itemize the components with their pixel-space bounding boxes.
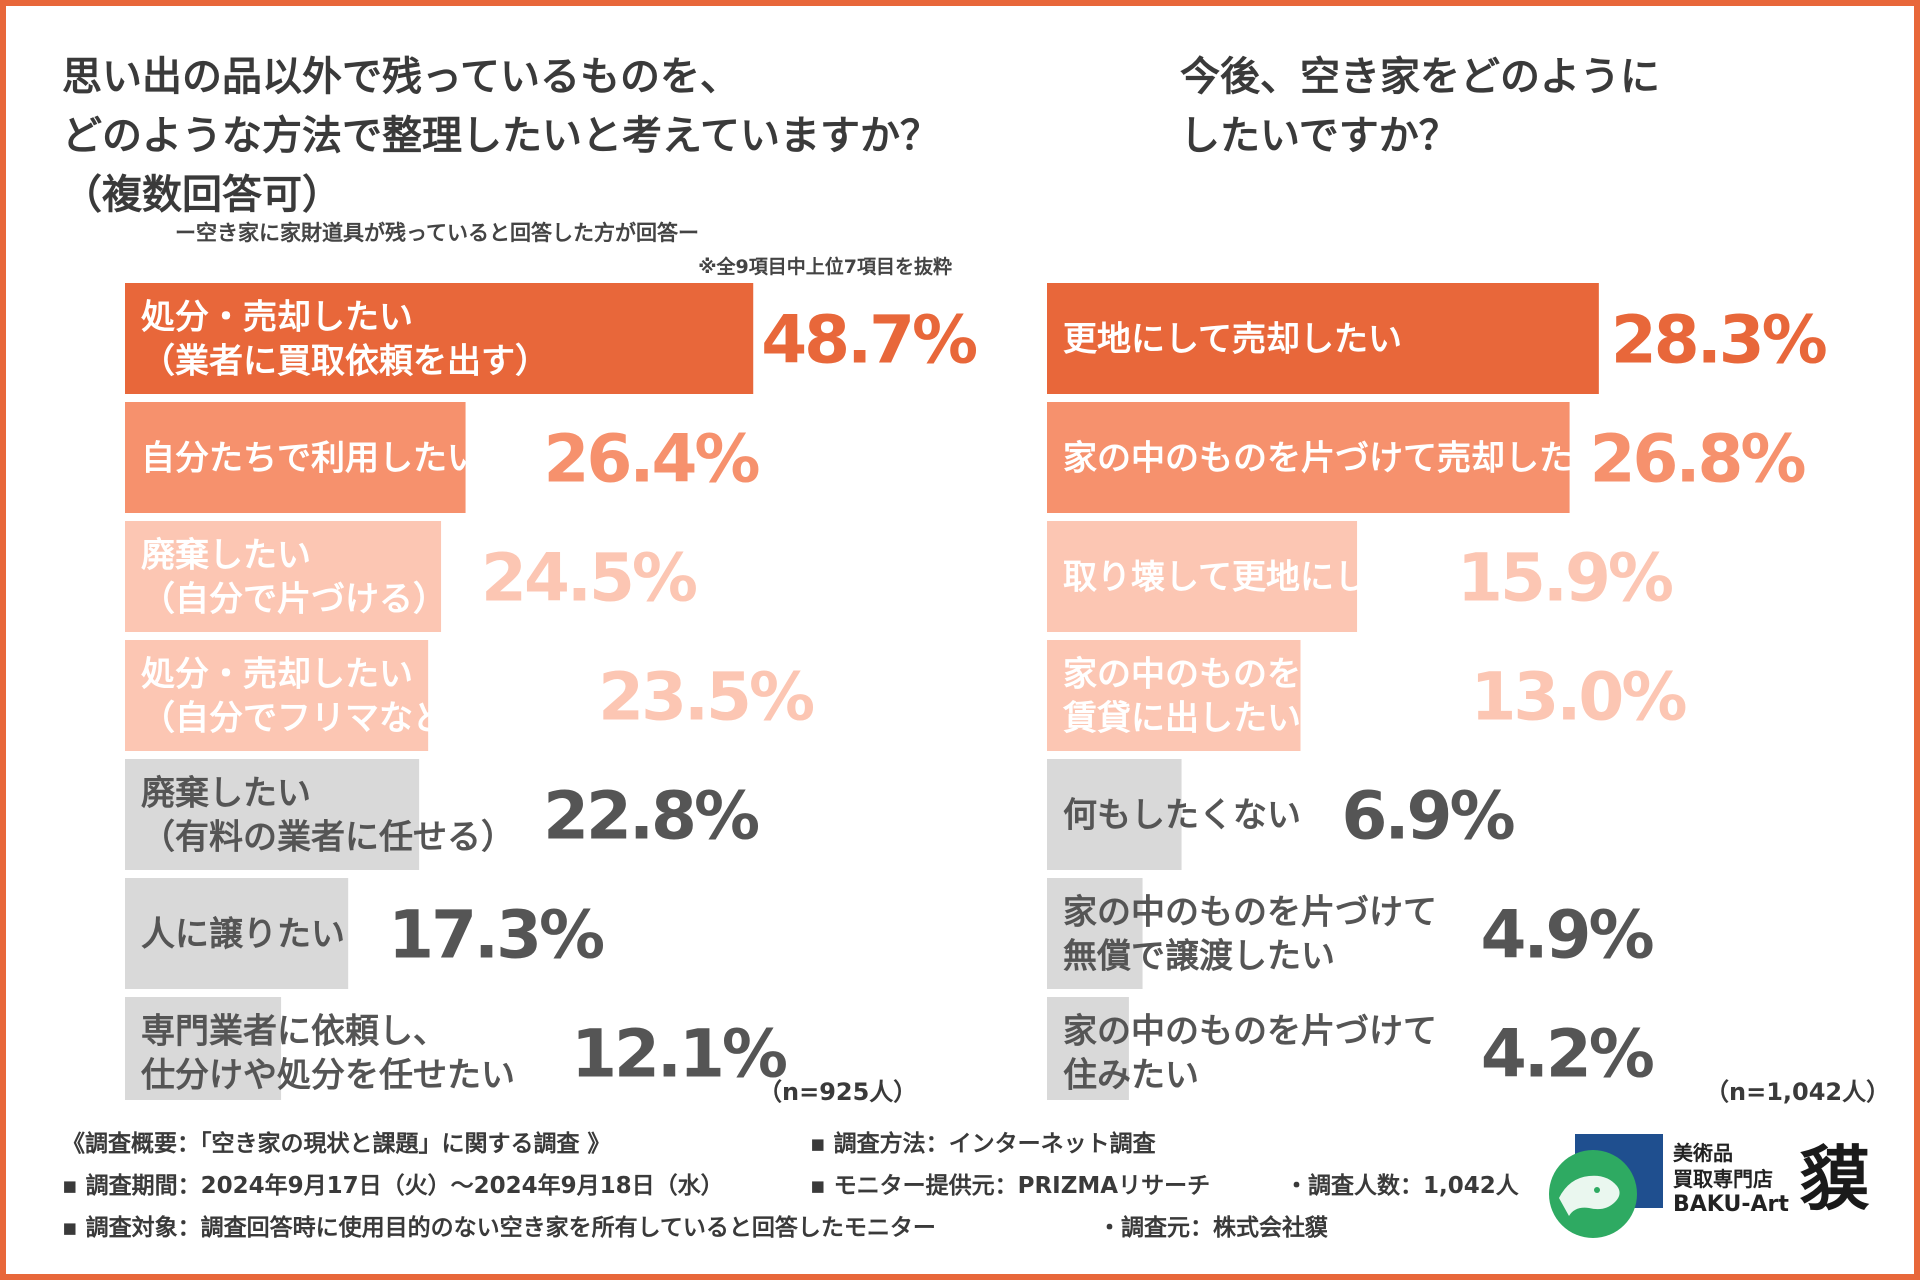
value-label-3: 23.5% — [598, 659, 814, 736]
category-label-6: 家の中のものを片づけて住みたい — [1063, 1012, 1437, 1096]
sample-size-left: （n=925人） — [758, 1078, 918, 1106]
bar-chart-left: 処分・売却したい（業者に買取依頼を出す） 48.7% 自分たちで利用したい 26.4%… — [125, 283, 980, 1100]
chart-title-left: 思い出の品以外で残っているものを、 どのような方法で整理したいと考えていますか？… — [62, 54, 940, 218]
category-label-0: 処分・売却したい（業者に買取依頼を出す） — [141, 298, 549, 382]
value-label-6: 4.2% — [1481, 1016, 1654, 1093]
category-label-1: 家の中のものを片づけて売却したい — [1063, 439, 1607, 479]
category-label-5: 人に譲りたい — [141, 915, 345, 955]
bar-4 — [1047, 759, 1182, 870]
survey-method: ▪ 調査方法：インターネット調査 — [810, 1131, 1156, 1157]
value-label-1: 26.4% — [544, 421, 760, 498]
bar-5 — [1047, 878, 1143, 989]
category-label-1: 自分たちで利用したい — [141, 439, 481, 479]
value-label-0: 28.3% — [1611, 302, 1827, 379]
value-label-4: 22.8% — [543, 778, 759, 855]
value-label-3: 13.0% — [1471, 659, 1687, 736]
bar-3 — [1047, 640, 1301, 751]
bar-4 — [125, 759, 420, 870]
survey-name: 《調査概要：「空き家の現状と課題」に関する調査 》 — [62, 1131, 611, 1157]
category-label-0: 更地にして売却したい — [1063, 320, 1402, 360]
baku-art-logo: 美術品 買取専門店 BAKU-Art 貘 — [1545, 1132, 1885, 1242]
chart-panel-right: 今後、空き家をどのように したいですか？ 更地にして売却したい 28.3% 家の中の… — [1000, 0, 1920, 1106]
logo-kanji: 貘 — [1800, 1138, 1870, 1220]
monitor-provider: ▪ モニター提供元：PRIZMAリサーチ — [810, 1173, 1211, 1199]
bar-2 — [1047, 521, 1358, 632]
survey-count: ・調査人数：1,042人 — [1285, 1173, 1519, 1199]
chart-note-left: ※全9項目中上位7項目を抜粋 — [698, 256, 952, 278]
category-label-2: 取り壊して更地にしたい — [1063, 558, 1436, 598]
bar-6 — [1047, 997, 1129, 1100]
survey-period: ▪ 調査期間：2024年9月17日（火）〜2024年9月18日（水） — [62, 1173, 724, 1199]
value-label-2: 24.5% — [481, 540, 697, 617]
category-label-6: 専門業者に依頼し、仕分けや処分を任せたい — [141, 1012, 515, 1096]
survey-organizer: ・調査元：株式会社貘 — [1098, 1215, 1328, 1241]
bar-5 — [125, 878, 349, 989]
logo-brand: BAKU-Art — [1673, 1192, 1789, 1217]
value-label-5: 4.9% — [1481, 897, 1654, 974]
bar-1 — [1047, 402, 1570, 513]
logo-subtext: 美術品 買取専門店 — [1673, 1141, 1773, 1191]
chart-title-right: 今後、空き家をどのように したいですか？ — [1180, 54, 1660, 159]
value-label-2: 15.9% — [1457, 540, 1673, 617]
category-label-5: 家の中のものを片づけて無償で譲渡したい — [1063, 893, 1437, 977]
value-label-5: 17.3% — [388, 897, 604, 974]
chart-subtitle-left: ー空き家に家財道具が残っていると回答した方が回答ー — [175, 221, 699, 245]
category-label-4: 何もしたくない — [1063, 796, 1301, 836]
value-label-6: 12.1% — [571, 1016, 787, 1093]
value-label-4: 6.9% — [1342, 778, 1515, 855]
bar-0 — [1047, 283, 1599, 394]
bar-2 — [125, 521, 442, 632]
bar-1 — [125, 402, 466, 513]
value-label-0: 48.7% — [761, 302, 977, 379]
value-label-1: 26.8% — [1590, 421, 1806, 498]
category-label-3: 家の中のものを片づけて賃貸に出したい — [1062, 655, 1437, 739]
chart-panel-left: 思い出の品以外で残っているものを、 どのような方法で整理したいと考えていますか？… — [0, 0, 1000, 1106]
category-label-3: 処分・売却したい（自分でフリマなどに出す） — [141, 655, 583, 739]
category-label-2: 廃棄したい（自分で片づける） — [141, 536, 447, 620]
bar-6 — [125, 997, 282, 1100]
sample-size-right: （n=1,042人） — [1705, 1078, 1891, 1106]
bar-0 — [125, 283, 754, 394]
tapir-logo-icon — [1549, 1134, 1663, 1238]
survey-target: ▪ 調査対象：調査回答時に使用目的のない空き家を所有していると回答したモニター — [62, 1215, 936, 1241]
category-label-4: 廃棄したい（有料の業者に任せる） — [141, 774, 515, 858]
bar-3 — [125, 640, 429, 751]
